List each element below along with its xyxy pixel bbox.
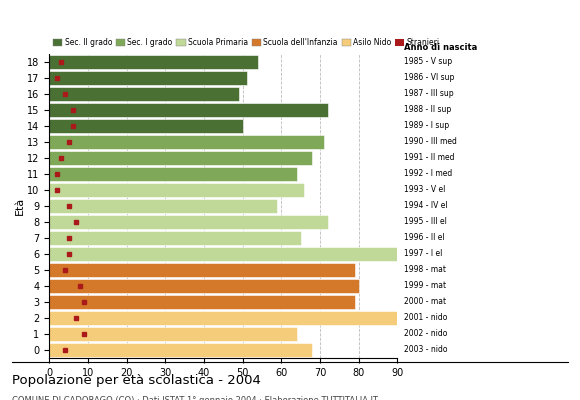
Bar <box>49 264 355 276</box>
Bar <box>49 344 312 356</box>
Text: 1999 - mat: 1999 - mat <box>404 282 447 290</box>
Text: 2000 - mat: 2000 - mat <box>404 298 447 306</box>
Text: COMUNE DI CADORAGO (CO) · Dati ISTAT 1° gennaio 2004 · Elaborazione TUTTITALIA.I: COMUNE DI CADORAGO (CO) · Dati ISTAT 1° … <box>12 396 378 400</box>
Text: 2001 - nido: 2001 - nido <box>404 314 448 322</box>
Bar <box>49 296 355 308</box>
Text: 1992 - I med: 1992 - I med <box>404 170 452 178</box>
Bar <box>49 56 258 68</box>
Bar <box>49 104 328 116</box>
Text: 1987 - III sup: 1987 - III sup <box>404 90 454 98</box>
Bar <box>49 120 242 132</box>
Bar <box>49 216 328 228</box>
Text: Anno di nascita: Anno di nascita <box>404 43 477 52</box>
Legend: Sec. II grado, Sec. I grado, Scuola Primaria, Scuola dell'Infanzia, Asilo Nido, : Sec. II grado, Sec. I grado, Scuola Prim… <box>53 38 440 47</box>
Bar <box>49 328 297 340</box>
Bar <box>49 232 300 244</box>
Text: 1989 - I sup: 1989 - I sup <box>404 122 450 130</box>
Bar <box>49 88 239 100</box>
Text: 1994 - IV el: 1994 - IV el <box>404 202 448 210</box>
Bar <box>49 280 358 292</box>
Text: 1997 - I el: 1997 - I el <box>404 250 443 258</box>
Bar <box>49 312 397 324</box>
Y-axis label: Età: Età <box>14 197 24 215</box>
Bar <box>49 200 277 212</box>
Text: 1991 - II med: 1991 - II med <box>404 154 455 162</box>
Text: 2002 - nido: 2002 - nido <box>404 330 448 338</box>
Bar <box>49 72 246 84</box>
Text: 1993 - V el: 1993 - V el <box>404 186 445 194</box>
Bar <box>49 152 312 164</box>
Text: Popolazione per età scolastica - 2004: Popolazione per età scolastica - 2004 <box>12 374 260 387</box>
Bar <box>49 136 324 148</box>
Text: 2003 - nido: 2003 - nido <box>404 346 448 354</box>
Text: 1985 - V sup: 1985 - V sup <box>404 58 452 66</box>
Text: 1998 - mat: 1998 - mat <box>404 266 446 274</box>
Bar <box>49 168 297 180</box>
Text: 1988 - II sup: 1988 - II sup <box>404 106 451 114</box>
Text: 1990 - III med: 1990 - III med <box>404 138 457 146</box>
Text: 1986 - VI sup: 1986 - VI sup <box>404 74 455 82</box>
Text: 1996 - II el: 1996 - II el <box>404 234 445 242</box>
Text: 1995 - III el: 1995 - III el <box>404 218 447 226</box>
Bar <box>49 184 304 196</box>
Bar <box>49 248 397 260</box>
